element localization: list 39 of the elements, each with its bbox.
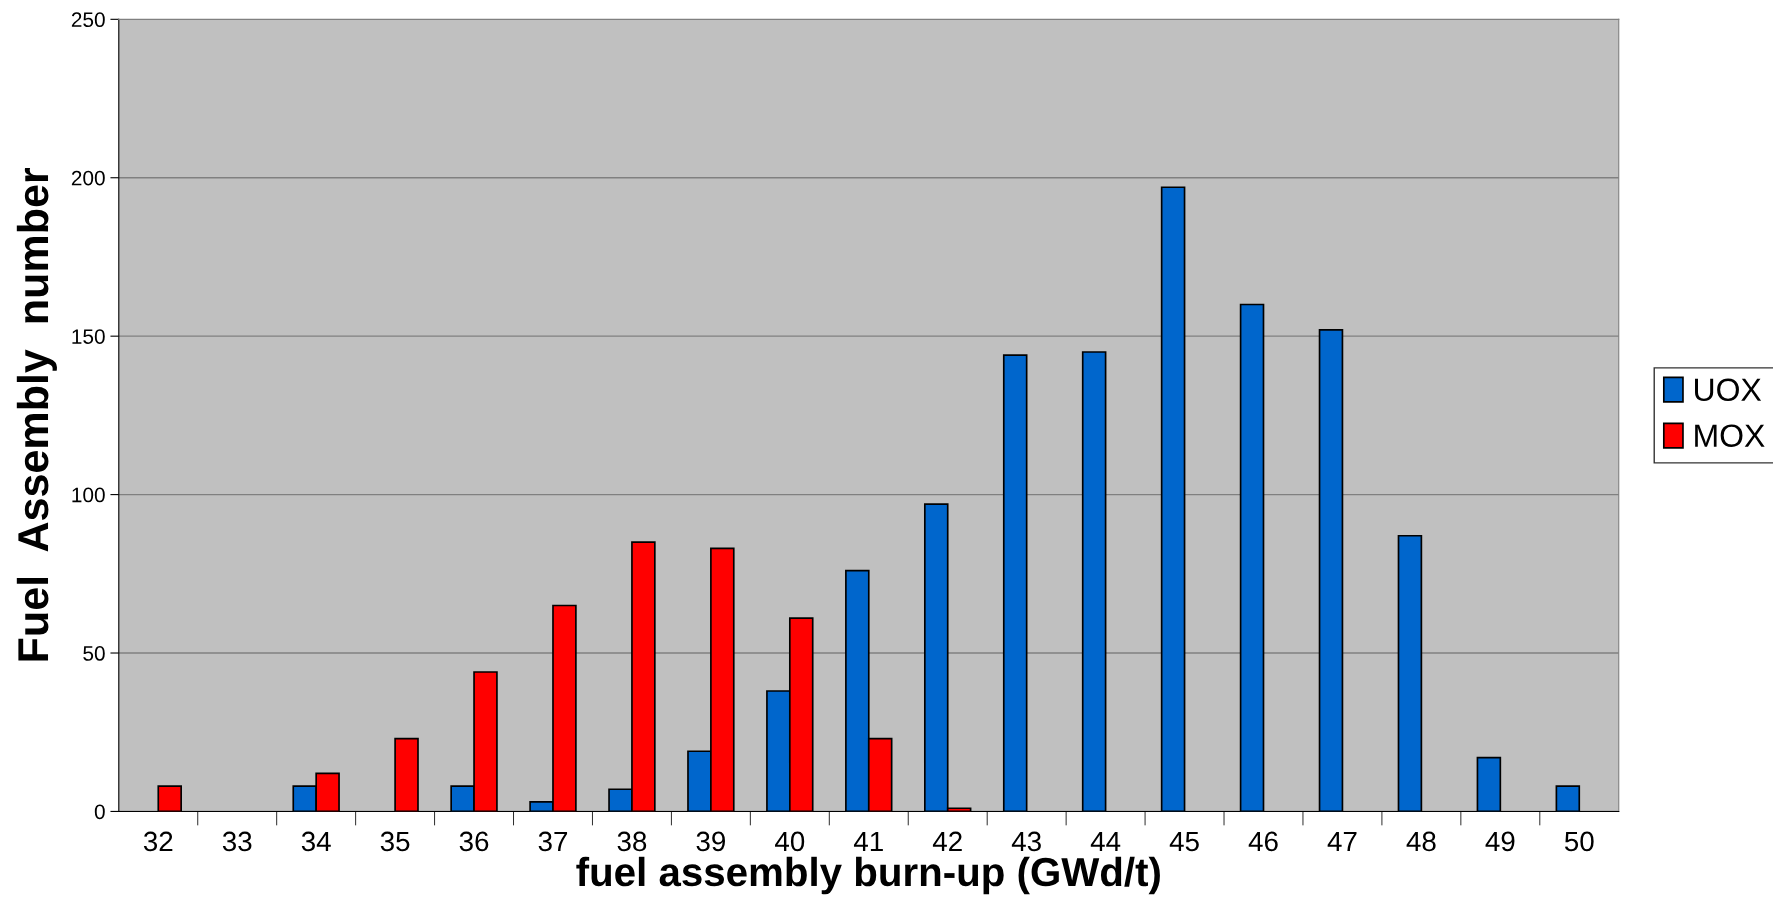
x-tick-label: 42: [932, 831, 962, 852]
x-tick-label: 47: [1327, 831, 1357, 852]
x-tick-label: 34: [301, 831, 331, 852]
x-tick-label: 48: [1406, 831, 1436, 852]
x-tick-label: 45: [1169, 831, 1199, 852]
y-tick-label: 150: [72, 329, 105, 344]
x-tick-label: 40: [775, 831, 805, 852]
y-tick-label: 250: [71, 12, 105, 28]
bar: [157, 785, 182, 812]
y-tick-label: 0: [94, 804, 105, 820]
x-tick-label: 41: [853, 831, 883, 852]
bar: [1002, 354, 1028, 812]
bar: [1081, 351, 1107, 812]
legend-label: MOX: [1695, 424, 1765, 447]
bar: [1476, 756, 1502, 812]
bar: [1160, 186, 1186, 812]
x-tick-label: 36: [459, 831, 489, 852]
x-tick-label: 37: [538, 831, 568, 852]
x-tick-label: 33: [222, 831, 252, 852]
bar: [1397, 534, 1423, 812]
y-tick-label: 100: [72, 487, 105, 503]
x-tick-label: 44: [1090, 831, 1121, 852]
bar: [1318, 328, 1344, 812]
bar: [394, 737, 419, 812]
legend-label: UOX: [1695, 378, 1762, 402]
y-axis-title: Fuel Assembly number: [16, 167, 57, 661]
y-tick-label: 50: [83, 646, 105, 661]
x-tick-label: 39: [696, 831, 726, 852]
x-tick-label: 49: [1485, 831, 1515, 852]
x-tick-label: 35: [380, 831, 410, 852]
bar: [1239, 303, 1265, 812]
x-tick-label: 32: [143, 831, 173, 852]
x-tick-label: 46: [1248, 831, 1278, 852]
x-axis-title: fuel assembly burn-up (GWd/t): [576, 856, 1160, 895]
y-tick-label: 200: [71, 170, 105, 186]
bar: [1555, 785, 1581, 812]
x-tick-label: 50: [1564, 831, 1594, 852]
x-tick-label: 43: [1011, 831, 1041, 852]
x-tick-label: 38: [617, 831, 647, 852]
